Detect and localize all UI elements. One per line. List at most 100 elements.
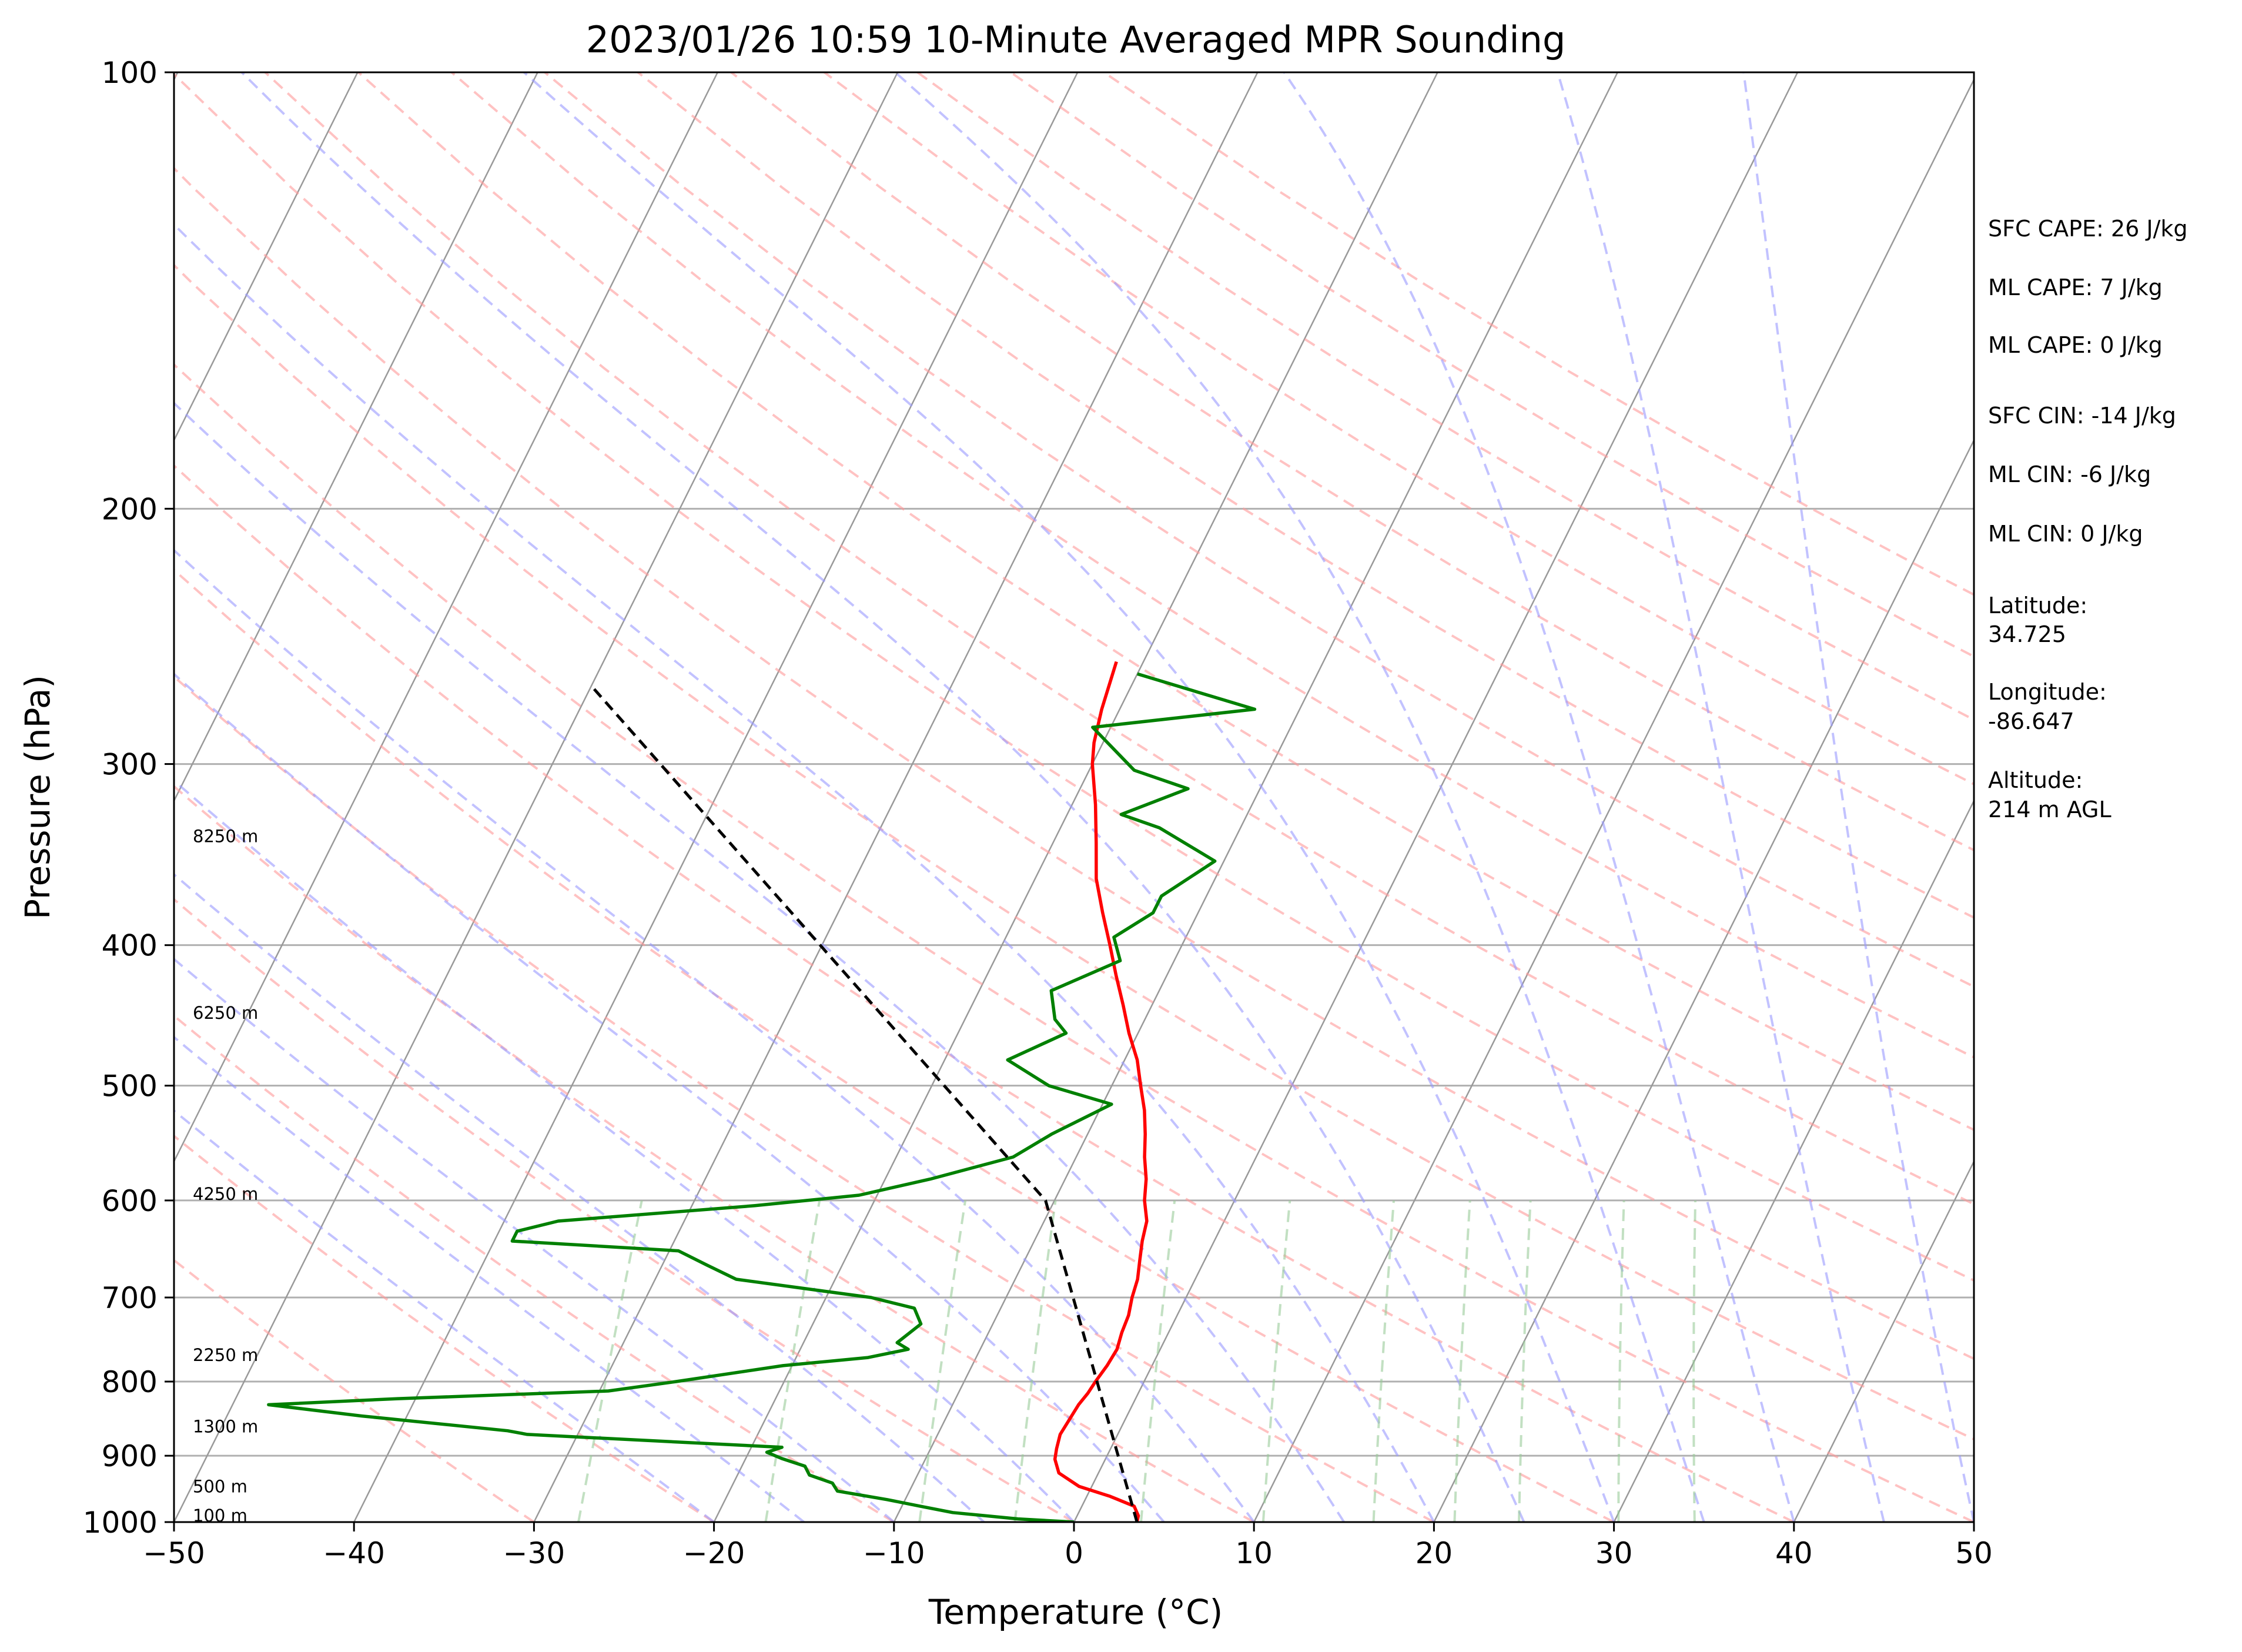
dry-adiabat-line bbox=[174, 166, 1974, 1360]
stat-line: -86.647 bbox=[1988, 708, 2074, 734]
x-tick-label: 40 bbox=[1775, 1536, 1813, 1570]
stat-line: SFC CIN: -14 J/kg bbox=[1988, 403, 2176, 429]
x-axis-ticks: −50 −40 −30 −20 −10 0 10 20 30 40 50 bbox=[143, 1522, 1993, 1570]
x-tick-label: 10 bbox=[1235, 1536, 1273, 1570]
y-tick-label: 1000 bbox=[83, 1506, 158, 1540]
moist-adiabat-line bbox=[1742, 72, 1974, 1522]
y-tick-label: 100 bbox=[102, 56, 158, 90]
sounding-stats-panel: SFC CAPE: 26 J/kg ML CAPE: 7 J/kg ML CAPE:… bbox=[1988, 216, 2188, 822]
dry-adiabat-line bbox=[730, 72, 1974, 852]
mixing-ratio-line bbox=[577, 1200, 643, 1522]
stat-line: ML CIN: 0 J/kg bbox=[1988, 521, 2143, 547]
isotherm-line bbox=[1793, 1159, 1974, 1522]
x-tick-label: −40 bbox=[323, 1536, 385, 1570]
height-label: 2250 m bbox=[193, 1345, 258, 1365]
moist-adiabat-line bbox=[174, 872, 985, 1522]
x-tick-label: 30 bbox=[1595, 1536, 1633, 1570]
height-label: 1300 m bbox=[193, 1416, 258, 1436]
moist-adiabat-line bbox=[894, 72, 1705, 1522]
mixing-ratio-line bbox=[764, 1200, 821, 1522]
dry-adiabat-line bbox=[174, 785, 1255, 1522]
x-tick-label: 20 bbox=[1416, 1536, 1453, 1570]
x-tick-label: −10 bbox=[863, 1536, 925, 1570]
isotherm-line bbox=[893, 72, 1618, 1522]
moist-adiabat-line bbox=[1283, 72, 1795, 1522]
moist-adiabat-line bbox=[1556, 72, 1885, 1522]
moist-adiabat-line bbox=[174, 549, 1255, 1522]
isotherm-line bbox=[713, 72, 1438, 1522]
mixing-ratio-line bbox=[1692, 1200, 1696, 1522]
moist-adiabat-line bbox=[174, 223, 1435, 1522]
stat-line: ML CIN: -6 J/kg bbox=[1988, 462, 2151, 487]
y-axis-label: Pressure (hPa) bbox=[18, 675, 58, 919]
y-tick-label: 700 bbox=[102, 1281, 158, 1315]
stat-line: Altitude: bbox=[1988, 767, 2083, 793]
mixing-ratio-line bbox=[1140, 1200, 1176, 1522]
chart-title: 2023/01/26 10:59 10-Minute Averaged MPR … bbox=[586, 18, 1566, 61]
mixing-ratio-line bbox=[1013, 1200, 1057, 1522]
dry-adiabat-line bbox=[174, 464, 1795, 1522]
stat-line: ML CAPE: 7 J/kg bbox=[1988, 275, 2163, 300]
temperature-trace bbox=[1053, 661, 1149, 1522]
isotherm-line bbox=[353, 72, 1079, 1522]
moist-adiabat-line bbox=[240, 72, 1525, 1522]
stat-line: ML CAPE: 0 J/kg bbox=[1988, 332, 2163, 358]
mixing-ratio-line bbox=[1453, 1200, 1471, 1522]
stat-line: Latitude: bbox=[1988, 593, 2087, 618]
dewpoint-trace bbox=[267, 672, 1257, 1522]
dry-adiabat-line bbox=[450, 72, 1974, 1059]
background-lines bbox=[174, 72, 1974, 1522]
dry-adiabat-line bbox=[174, 1134, 715, 1522]
stat-line: 214 m AGL bbox=[1988, 797, 2112, 822]
moist-adiabat-line bbox=[174, 402, 1345, 1522]
dry-adiabat-line bbox=[637, 72, 1974, 919]
x-tick-label: 0 bbox=[1065, 1536, 1083, 1570]
dry-adiabat-line bbox=[174, 363, 1974, 1522]
dry-adiabat-line bbox=[174, 675, 1435, 1522]
y-tick-label: 600 bbox=[102, 1184, 158, 1218]
stat-line: 34.725 bbox=[1988, 621, 2066, 647]
height-label: 8250 m bbox=[193, 827, 258, 847]
isotherm-line bbox=[174, 72, 899, 1522]
y-tick-label: 900 bbox=[102, 1439, 158, 1473]
dry-adiabat-line bbox=[174, 72, 1974, 1282]
y-tick-label: 500 bbox=[102, 1069, 158, 1103]
mixing-ratio-line bbox=[1617, 1200, 1625, 1522]
moist-adiabat-line bbox=[523, 72, 1615, 1522]
dry-adiabat-line bbox=[544, 72, 1974, 988]
isotherm-line bbox=[533, 72, 1259, 1522]
isotherm-line bbox=[174, 72, 359, 442]
mixing-ratio-line bbox=[1372, 1200, 1395, 1522]
dry-adiabat-line bbox=[174, 1014, 895, 1522]
y-tick-label: 300 bbox=[102, 748, 158, 782]
moist-adiabat-line bbox=[174, 1035, 805, 1522]
x-tick-label: −50 bbox=[143, 1536, 205, 1570]
mixing-ratio-line bbox=[1518, 1200, 1532, 1522]
y-tick-label: 400 bbox=[102, 929, 158, 963]
mixing-ratio-line bbox=[918, 1200, 967, 1522]
height-labels: 100 m 500 m 1300 m 2250 m 4250 m 6250 m 8250 m bbox=[193, 827, 258, 1526]
y-tick-label: 800 bbox=[102, 1365, 158, 1399]
x-tick-label: −30 bbox=[503, 1536, 565, 1570]
sounding-traces bbox=[267, 661, 1257, 1522]
mixing-ratio-line bbox=[1261, 1200, 1291, 1522]
height-label: 500 m bbox=[193, 1477, 247, 1497]
isotherm-line bbox=[174, 72, 538, 803]
x-tick-label: 50 bbox=[1955, 1536, 1993, 1570]
x-axis-label: Temperature (°C) bbox=[928, 1592, 1223, 1632]
y-tick-label: 200 bbox=[102, 492, 158, 526]
isotherm-line bbox=[1433, 439, 1974, 1522]
isotherm-line bbox=[1253, 78, 1974, 1522]
y-axis-ticks: 1000 900 800 700 600 500 400 300 200 100 bbox=[83, 56, 174, 1540]
x-tick-label: −20 bbox=[683, 1536, 745, 1570]
isotherm-line bbox=[1073, 72, 1799, 1522]
height-label: 4250 m bbox=[193, 1184, 258, 1204]
stat-line: SFC CAPE: 26 J/kg bbox=[1988, 216, 2188, 242]
height-label: 100 m bbox=[193, 1506, 247, 1526]
moist-adiabat-line bbox=[174, 1109, 715, 1522]
isotherm-line bbox=[1613, 799, 1974, 1522]
height-label: 6250 m bbox=[193, 1003, 258, 1023]
isotherm-line bbox=[174, 72, 718, 1163]
